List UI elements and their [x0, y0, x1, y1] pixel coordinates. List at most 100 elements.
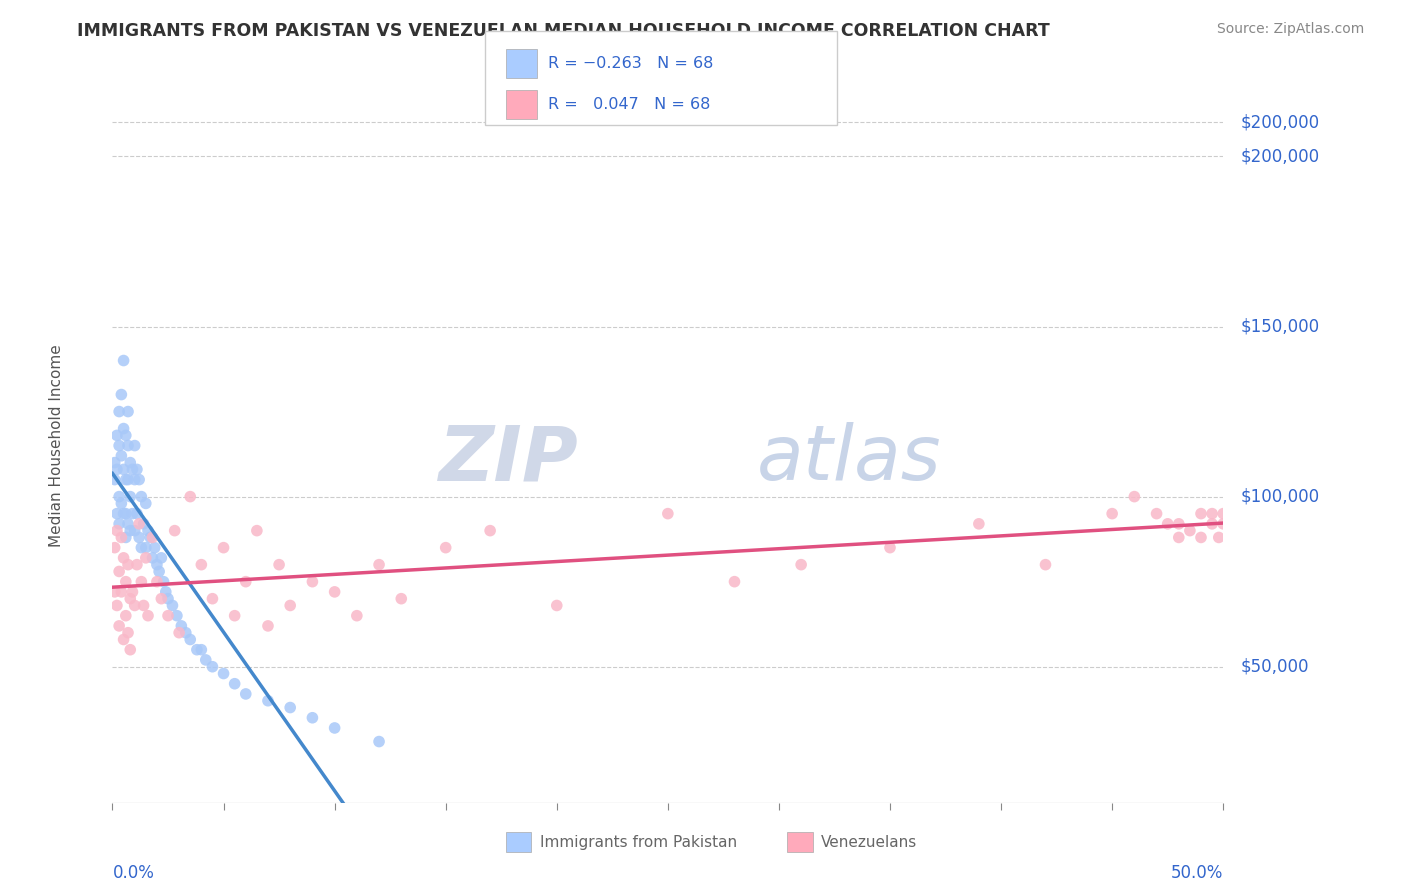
Point [155, 585, 177, 599]
Point [212, 666, 235, 681]
Point [157, 608, 180, 623]
Point [117, 439, 139, 453]
Point [346, 608, 368, 623]
Text: Immigrants from Pakistan: Immigrants from Pakistan [540, 835, 737, 849]
Point [120, 456, 142, 470]
Text: Median Household Income: Median Household Income [49, 344, 63, 548]
Point [105, 524, 128, 538]
Point [112, 632, 135, 647]
Point [132, 599, 155, 613]
Point [1146, 507, 1168, 521]
Point [112, 462, 135, 476]
Point [114, 473, 136, 487]
Point [128, 531, 150, 545]
Point [190, 642, 212, 657]
Point [1189, 507, 1212, 521]
Point [108, 619, 131, 633]
Point [108, 439, 131, 453]
Point [278, 700, 301, 714]
Point [323, 585, 346, 599]
Point [104, 473, 127, 487]
Point [1189, 531, 1212, 545]
Point [110, 496, 132, 510]
Point [879, 541, 901, 555]
Point [105, 462, 128, 476]
Point [114, 574, 136, 589]
Point [112, 353, 135, 368]
Text: R =   0.047   N = 68: R = 0.047 N = 68 [548, 97, 710, 112]
Text: Source: ZipAtlas.com: Source: ZipAtlas.com [1216, 22, 1364, 37]
Point [124, 599, 146, 613]
Point [117, 473, 139, 487]
Point [1212, 516, 1234, 531]
Text: R = −0.263   N = 68: R = −0.263 N = 68 [548, 56, 714, 70]
Point [114, 608, 136, 623]
Point [110, 585, 132, 599]
Point [148, 565, 170, 579]
Point [136, 608, 159, 623]
Point [1101, 507, 1123, 521]
Point [120, 524, 142, 538]
Point [143, 541, 166, 555]
Point [1035, 558, 1057, 572]
Point [121, 507, 143, 521]
Point [267, 558, 291, 572]
Point [108, 516, 131, 531]
Point [368, 558, 391, 572]
Point [1167, 516, 1189, 531]
Point [150, 550, 173, 565]
Point [141, 550, 163, 565]
Text: atlas: atlas [756, 422, 941, 496]
Point [194, 653, 217, 667]
Point [790, 558, 813, 572]
Text: $200,000: $200,000 [1241, 113, 1320, 131]
Point [120, 591, 142, 606]
Point [125, 462, 148, 476]
Point [1167, 531, 1189, 545]
Point [1156, 516, 1178, 531]
Point [146, 574, 169, 589]
Point [104, 456, 127, 470]
Point [124, 524, 146, 538]
Text: 50.0%: 50.0% [1171, 864, 1223, 882]
Point [301, 711, 323, 725]
Point [112, 421, 135, 435]
Point [190, 558, 212, 572]
Point [117, 625, 139, 640]
Point [152, 574, 174, 589]
Point [110, 531, 132, 545]
Point [128, 473, 150, 487]
Point [125, 558, 148, 572]
Point [1201, 516, 1223, 531]
Point [235, 687, 257, 701]
Point [546, 599, 568, 613]
Point [131, 490, 153, 504]
Point [110, 387, 132, 401]
Point [117, 558, 139, 572]
Point [212, 541, 235, 555]
Point [139, 531, 162, 545]
Point [1208, 531, 1230, 545]
Point [132, 516, 155, 531]
Point [201, 591, 224, 606]
Text: IMMIGRANTS FROM PAKISTAN VS VENEZUELAN MEDIAN HOUSEHOLD INCOME CORRELATION CHART: IMMIGRANTS FROM PAKISTAN VS VENEZUELAN M… [77, 22, 1050, 40]
Text: 0.0%: 0.0% [112, 864, 155, 882]
Point [114, 531, 136, 545]
Point [224, 608, 246, 623]
Point [170, 619, 193, 633]
Point [112, 550, 135, 565]
Text: $200,000: $200,000 [1241, 147, 1320, 165]
Point [235, 574, 257, 589]
Point [257, 619, 280, 633]
Point [117, 516, 139, 531]
Point [174, 625, 197, 640]
Point [186, 642, 208, 657]
Point [150, 591, 173, 606]
Point [104, 541, 127, 555]
Point [105, 428, 128, 442]
Point [135, 496, 157, 510]
Point [162, 599, 184, 613]
Point [120, 642, 142, 657]
Point [246, 524, 269, 538]
Point [257, 694, 280, 708]
